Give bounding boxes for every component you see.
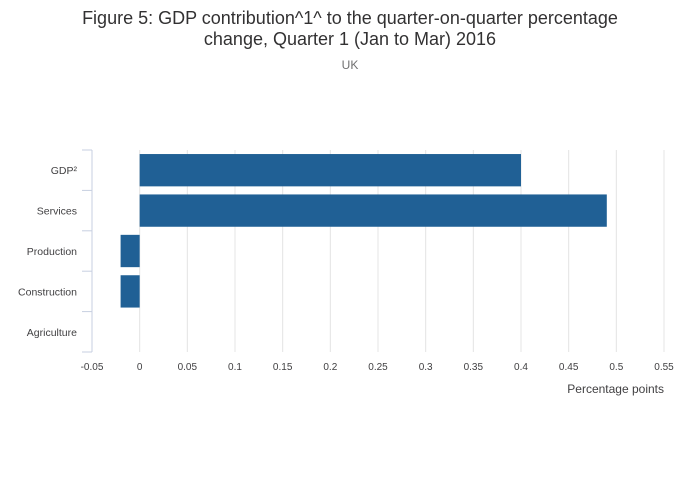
bars: [120, 154, 607, 308]
x-tick-label: 0.3: [419, 362, 433, 373]
y-axis: [82, 149, 93, 353]
x-tick-label: 0.4: [514, 362, 528, 373]
x-axis-title: Percentage points: [567, 382, 664, 396]
bar-construction: [120, 275, 140, 308]
bar-services: [139, 194, 607, 227]
category-label: Construction: [18, 286, 77, 298]
bar-gdp: [139, 154, 521, 187]
category-label: GDP²: [51, 165, 78, 177]
x-tick-label: 0.5: [609, 362, 623, 373]
x-tick-label: 0.55: [654, 362, 674, 373]
x-tick-label: 0.45: [559, 362, 579, 373]
category-label: Services: [37, 206, 77, 218]
x-tick-label: 0.15: [273, 362, 293, 373]
x-tick-label: -0.05: [81, 362, 104, 373]
category-label: Production: [27, 246, 77, 258]
bar-production: [120, 234, 140, 268]
chart-title-line-1: Figure 5: GDP contribution^1^ to the qua…: [82, 8, 618, 28]
x-tick-label: 0.2: [323, 362, 337, 373]
x-axis-ticks: -0.05 0 0.05 0.1 0.15 0.2 0.25 0.3 0.35 0.4 0.45 0.…: [81, 362, 675, 373]
chart-title-line-2: change, Quarter 1 (Jan to Mar) 2016: [204, 29, 496, 49]
chart-subtitle: UK: [342, 58, 359, 72]
x-tick-label: 0: [137, 362, 143, 373]
x-tick-label: 0.25: [368, 362, 388, 373]
x-tick-label: 0.35: [464, 362, 484, 373]
x-tick-label: 0.1: [228, 362, 242, 373]
x-tick-label: 0.05: [178, 362, 198, 373]
category-label: Agriculture: [27, 327, 77, 339]
category-labels: GDP² Services Production Construction Agricu…: [18, 165, 77, 339]
